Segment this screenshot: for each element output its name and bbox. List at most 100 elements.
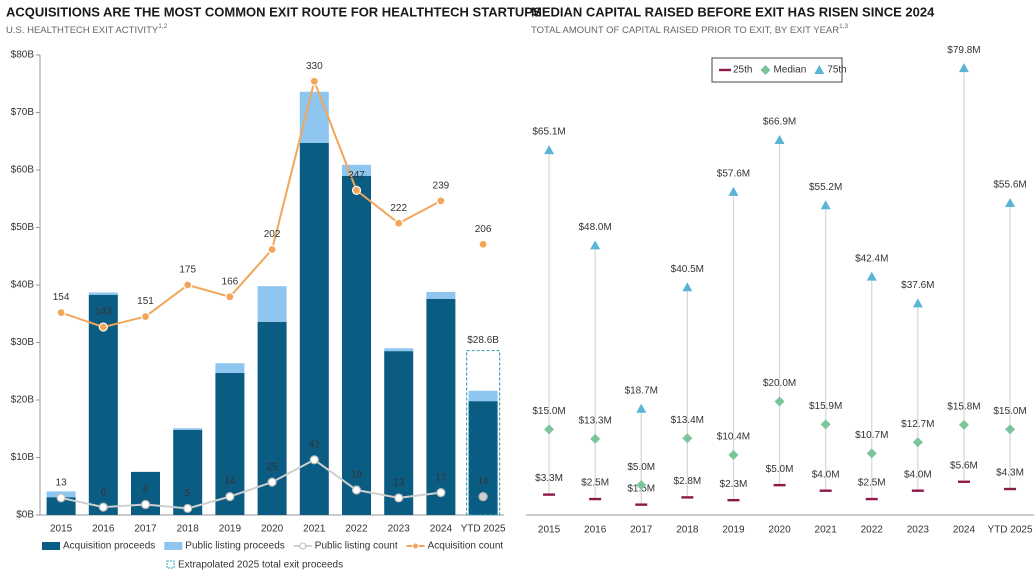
- bar: [215, 372, 245, 515]
- right-subtitle: TOTAL AMOUNT OF CAPITAL RAISED PRIOR TO …: [531, 23, 849, 36]
- bar: [468, 390, 498, 402]
- p75-mark: [544, 145, 555, 155]
- y-tick-label: $70B: [11, 107, 35, 118]
- count-label: 247: [348, 170, 365, 181]
- left-subtitle: U.S. HEALTHTECH EXIT ACTIVITY1,2: [6, 23, 168, 36]
- count-label: 42: [309, 439, 321, 450]
- p75-mark: [820, 200, 831, 210]
- bar: [342, 164, 371, 176]
- x-tick-label: 2017: [134, 524, 157, 535]
- p25-mark: [589, 497, 602, 501]
- count-label: 166: [222, 276, 239, 287]
- value-label: $55.2M: [809, 182, 842, 193]
- count-label: 6: [101, 487, 107, 498]
- p75-mark: [1005, 198, 1016, 208]
- value-label: $5.0M: [766, 464, 794, 475]
- p25-mark: [911, 489, 924, 492]
- count-dot: [140, 311, 151, 322]
- median-mark: [820, 419, 831, 430]
- x-tick-label: 2015: [538, 525, 561, 536]
- value-label: $4.0M: [812, 469, 840, 480]
- p25-mark: [1004, 487, 1017, 491]
- y-tick-label: $60B: [11, 165, 35, 176]
- x-tick-label: 2019: [219, 524, 242, 535]
- legend-swatch: [166, 560, 175, 569]
- x-tick-label: 2023: [907, 525, 930, 536]
- bar: [299, 142, 329, 515]
- count-dot: [225, 292, 235, 302]
- value-label: $4.3M: [996, 468, 1024, 479]
- count-dot: [56, 308, 66, 318]
- value-label: $12.7M: [901, 419, 934, 430]
- subtitle-note: 1,3: [839, 23, 848, 30]
- count-dot: [394, 493, 404, 503]
- y-tick-label: $50B: [11, 222, 35, 233]
- x-tick-label: 2020: [261, 524, 284, 535]
- count-label: 5: [185, 488, 191, 499]
- value-label: $15.0M: [532, 406, 565, 417]
- median-mark: [912, 437, 923, 448]
- value-label: $2.8M: [673, 476, 701, 487]
- extrapolated-box: [466, 349, 501, 516]
- bar: [342, 175, 371, 515]
- legend-swatch: [299, 542, 307, 550]
- left-title: ACQUISITIONS ARE THE MOST COMMON EXIT RO…: [6, 4, 542, 19]
- bar: [426, 298, 456, 515]
- count-dot: [351, 185, 362, 195]
- p25-mark: [865, 497, 878, 501]
- count-line: [398, 200, 442, 225]
- p75-mark: [774, 135, 785, 145]
- value-label: $57.6M: [717, 169, 750, 180]
- value-label: $79.8M: [947, 45, 980, 56]
- p75-mark: [590, 240, 601, 250]
- median-mark: [774, 396, 785, 407]
- count-dot: [98, 502, 108, 512]
- legend-label: Public listing proceeds: [185, 541, 285, 552]
- p75-mark: [912, 298, 923, 308]
- x-tick-label: 2018: [177, 524, 200, 535]
- right-title: MEDIAN CAPITAL RAISED BEFORE EXIT HAS RI…: [531, 4, 935, 19]
- count-label: 239: [433, 181, 450, 192]
- x-tick-label: 2021: [815, 525, 838, 536]
- count-line: [271, 458, 315, 484]
- median-mark: [1005, 424, 1016, 435]
- count-label: 14: [478, 476, 490, 487]
- count-label: 143: [95, 307, 112, 318]
- count-line: [313, 458, 358, 491]
- x-tick-label: YTD 2025: [461, 524, 506, 535]
- x-tick-label: 2024: [430, 524, 453, 535]
- count-dot: [267, 244, 277, 255]
- value-label: $13.3M: [578, 415, 611, 426]
- bar: [173, 429, 203, 515]
- p75-mark: [958, 63, 969, 73]
- p25-mark: [681, 496, 694, 499]
- value-label: $5.6M: [950, 460, 978, 471]
- p75-mark: [682, 282, 693, 292]
- median-mark: [728, 450, 739, 461]
- y-tick-label: $40B: [11, 280, 35, 291]
- subtitle-text: U.S. HEALTHTECH EXIT ACTIVITY: [6, 25, 159, 36]
- count-dot: [351, 485, 362, 495]
- x-tick-label: 2019: [722, 525, 745, 536]
- value-label: $66.9M: [763, 117, 796, 128]
- count-line: [103, 315, 146, 329]
- y-tick-label: $80B: [11, 50, 35, 61]
- count-line: [229, 481, 273, 498]
- y-tick-label: $10B: [11, 452, 35, 463]
- count-label: 8: [143, 484, 149, 495]
- count-dot: [183, 503, 193, 514]
- p75-mark: [636, 403, 647, 413]
- legend-label: Public listing count: [315, 541, 398, 552]
- legend-label: 25th: [733, 65, 752, 76]
- y-tick-label: $30B: [11, 337, 35, 348]
- legend-label: Acquisition proceeds: [63, 541, 155, 552]
- count-dot: [394, 218, 404, 228]
- x-tick-label: 2022: [861, 525, 884, 536]
- bar: [257, 286, 287, 322]
- bar: [299, 91, 329, 143]
- x-tick-label: 2017: [630, 525, 653, 536]
- count-line: [187, 495, 231, 510]
- count-label: 222: [390, 203, 407, 214]
- legend-swatch: [42, 542, 60, 550]
- value-label: $55.6M: [993, 180, 1026, 191]
